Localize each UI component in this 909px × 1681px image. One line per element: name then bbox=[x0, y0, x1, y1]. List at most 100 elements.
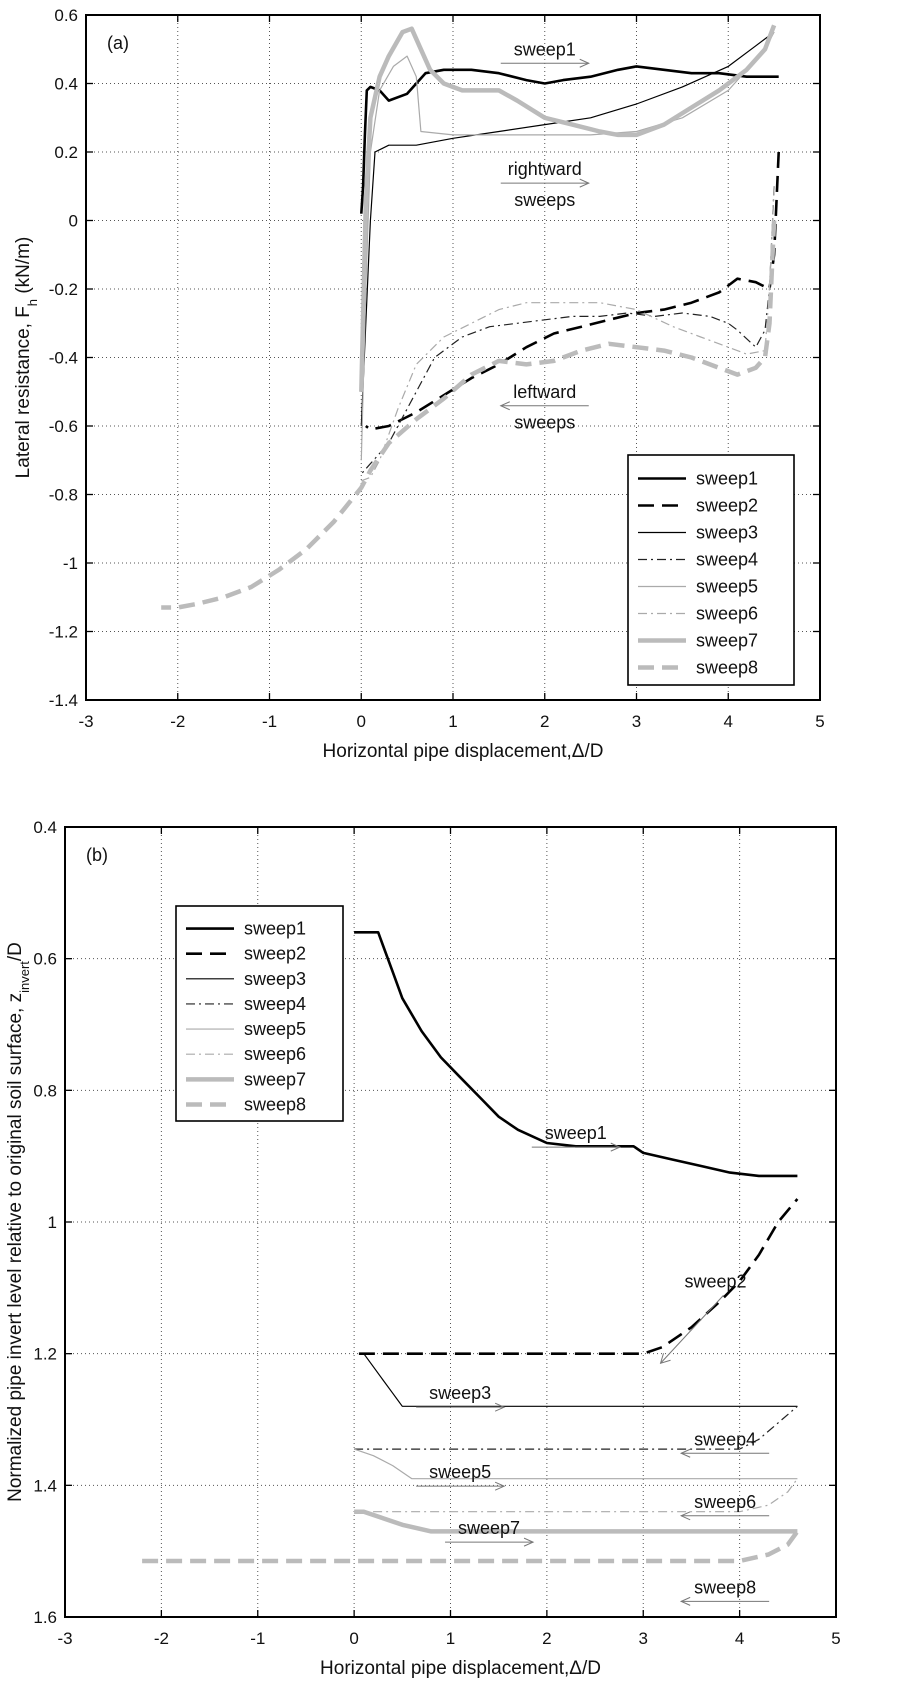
annotations: sweep1 sweep2 sweep3 sweep4 sweep5 sweep6 swee… bbox=[416, 1123, 770, 1606]
annotation-label: sweep5 bbox=[429, 1462, 491, 1482]
x-tick-label: 2 bbox=[542, 1629, 551, 1648]
y-tick-label: -1.4 bbox=[49, 691, 78, 710]
annotation-arrowhead bbox=[659, 1353, 671, 1364]
series-line-sweep4 bbox=[354, 1405, 798, 1450]
y-tick-label: -0.6 bbox=[49, 417, 78, 436]
y-tick-label: 1.4 bbox=[33, 1476, 57, 1495]
legend-label-sweep3: sweep3 bbox=[244, 969, 306, 989]
panel-label: (b) bbox=[86, 845, 108, 865]
series-line-sweep1 bbox=[354, 931, 798, 1178]
legend-label-sweep2: sweep2 bbox=[244, 944, 306, 964]
legend-label-sweep8: sweep8 bbox=[244, 1094, 306, 1114]
y-tick-label: 0.8 bbox=[33, 1081, 57, 1100]
y-axis-label-main: Normalized pipe invert level relative to… bbox=[5, 993, 26, 1502]
annotation-label: sweeps bbox=[514, 413, 575, 433]
y-tick-label: 0.2 bbox=[54, 143, 78, 162]
x-tick-label: -1 bbox=[262, 712, 277, 731]
y-tick-label: -1 bbox=[63, 554, 78, 573]
annotation-arrowhead bbox=[494, 1402, 506, 1412]
x-tick-label: 1 bbox=[448, 712, 457, 731]
y-tick-label: 1.2 bbox=[33, 1345, 57, 1364]
annotation-label: sweep3 bbox=[429, 1383, 491, 1403]
x-tick-label: 0 bbox=[357, 712, 366, 731]
legend-label-sweep2: sweep2 bbox=[696, 496, 758, 516]
series-line-sweep2 bbox=[365, 151, 780, 431]
legend-box bbox=[627, 454, 795, 686]
series-group bbox=[142, 931, 800, 1564]
series-line-sweep6 bbox=[361, 186, 775, 482]
legend-box bbox=[175, 905, 344, 1122]
annotation-arrowhead bbox=[523, 1537, 535, 1547]
annotation-label: rightward bbox=[508, 159, 582, 179]
y-tick-label: 0.4 bbox=[33, 818, 57, 837]
y-tick-label: 1.6 bbox=[33, 1608, 57, 1627]
y-tick-label: 0.6 bbox=[33, 950, 57, 969]
y-tick-label: 0.6 bbox=[54, 6, 78, 25]
x-tick-label: 4 bbox=[735, 1629, 744, 1648]
series-group bbox=[161, 24, 780, 610]
y-tick-label: 0 bbox=[69, 212, 78, 231]
x-tick-label: -3 bbox=[78, 712, 93, 731]
legend-label-sweep6: sweep6 bbox=[244, 1044, 306, 1064]
legend-label-sweep7: sweep7 bbox=[696, 631, 758, 651]
legend-label-sweep4: sweep4 bbox=[244, 994, 306, 1014]
y-tick-label: -0.2 bbox=[49, 280, 78, 299]
legend-label-sweep3: sweep3 bbox=[696, 523, 758, 543]
series-line-sweep8 bbox=[142, 1530, 800, 1564]
y-axis-label-subscript: invert bbox=[17, 961, 32, 993]
y-tick-label: 1 bbox=[48, 1213, 57, 1232]
annotation-arrowhead bbox=[579, 178, 590, 188]
series-line-sweep4 bbox=[360, 186, 775, 475]
x-tick-label: 3 bbox=[632, 712, 641, 731]
y-axis-label: Lateral resistance, Fh (kN/m) bbox=[13, 237, 40, 479]
legend-label-sweep5: sweep5 bbox=[696, 577, 758, 597]
x-tick-label: 2 bbox=[540, 712, 549, 731]
annotation-arrowhead bbox=[610, 1142, 622, 1152]
annotations: sweep1 rightward sweeps leftward sweeps bbox=[499, 39, 590, 433]
series-line-sweep3 bbox=[363, 1353, 798, 1407]
series-line-sweep7 bbox=[354, 1509, 798, 1534]
annotation-arrow bbox=[660, 1294, 724, 1364]
y-axis-label-unit: (kN/m) bbox=[13, 237, 34, 299]
series-line-sweep5 bbox=[360, 31, 775, 461]
legend: sweep1 sweep2 sweep3 sweep4 sweep5 sweep6 swee… bbox=[627, 454, 795, 686]
x-tick-label: 5 bbox=[831, 1629, 840, 1648]
panel-a-lateral-resistance-chart: -3 -2 -1 0 1 2 3 4 5 0.6 0.4 0.2 0 -0.2 -0.4 -0.6 -0.8 -1… bbox=[13, 6, 825, 762]
panel-b-invert-level-chart: -3 -2 -1 0 1 2 3 4 50.40.60.811.21.41.6sweep1swe… bbox=[5, 818, 841, 1679]
x-tick-label: 5 bbox=[815, 712, 824, 731]
annotation-label: sweep6 bbox=[694, 1492, 756, 1512]
annotation-label: sweep7 bbox=[458, 1518, 520, 1538]
annotation-label: sweep1 bbox=[545, 1123, 607, 1143]
y-axis-label-subscript: h bbox=[25, 299, 40, 306]
x-tick-label: -2 bbox=[154, 1629, 169, 1648]
plot-frame bbox=[64, 826, 837, 1618]
annotation-arrowhead bbox=[494, 1481, 506, 1491]
annotation-label: sweep1 bbox=[514, 39, 576, 59]
x-tick-label: 3 bbox=[639, 1629, 648, 1648]
x-axis-label: Horizontal pipe displacement,Δ/D bbox=[323, 741, 604, 762]
annotation-arrowhead bbox=[579, 58, 590, 68]
x-axis-label: Horizontal pipe displacement,Δ/D bbox=[320, 1658, 601, 1679]
series-line-sweep7 bbox=[359, 24, 777, 392]
series-line-sweep6 bbox=[354, 1478, 798, 1513]
annotation-arrowhead bbox=[679, 1596, 691, 1606]
legend-label-sweep1: sweep1 bbox=[696, 469, 758, 489]
x-tick-label: 1 bbox=[446, 1629, 455, 1648]
legend-label-sweep7: sweep7 bbox=[244, 1069, 306, 1089]
annotation-arrowhead bbox=[679, 1448, 691, 1458]
annotation-label: sweeps bbox=[514, 190, 575, 210]
y-tick-label: 0.4 bbox=[54, 75, 78, 94]
y-axis-label-main: Lateral resistance, F bbox=[13, 306, 34, 478]
series-line-sweep5 bbox=[353, 1448, 798, 1480]
x-tick-label: 4 bbox=[724, 712, 733, 731]
x-tick-label: -1 bbox=[250, 1629, 265, 1648]
legend-label-sweep5: sweep5 bbox=[244, 1019, 306, 1039]
y-tick-label: -0.8 bbox=[49, 486, 78, 505]
y-tick-label: -1.2 bbox=[49, 623, 78, 642]
annotation-arrowhead bbox=[679, 1511, 691, 1521]
legend-label-sweep6: sweep6 bbox=[696, 604, 758, 624]
series-line-sweep1 bbox=[360, 65, 779, 214]
legend: sweep1 sweep2 sweep3 sweep4 sweep5 sweep6 swee… bbox=[175, 905, 344, 1122]
legend-label-sweep4: sweep4 bbox=[696, 550, 758, 570]
